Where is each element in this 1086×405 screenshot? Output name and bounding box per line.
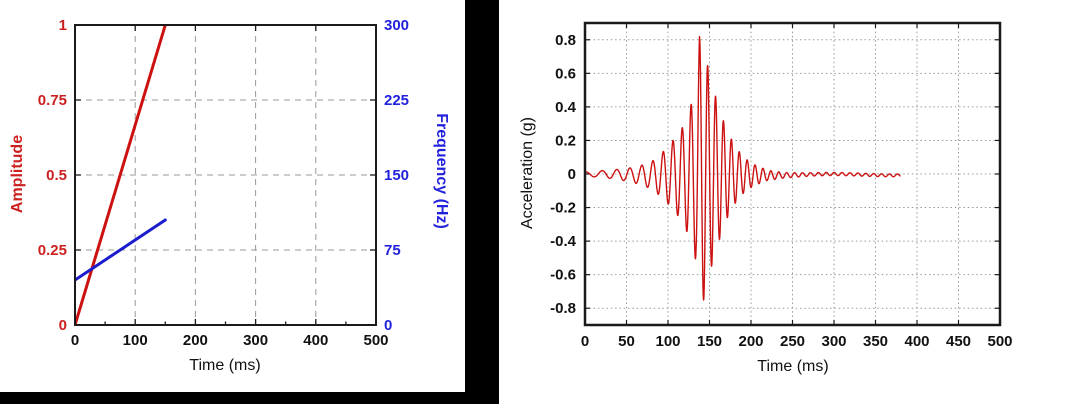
acceleration-tick-label: 0 bbox=[568, 166, 576, 183]
right-x-tick-label: 400 bbox=[904, 333, 929, 350]
right-x-tick-label: 350 bbox=[863, 333, 888, 350]
right-x-tick-label: 200 bbox=[738, 333, 763, 350]
right-x-tick-label: 150 bbox=[697, 333, 722, 350]
right-x-tick-label: 450 bbox=[946, 333, 971, 350]
frequency-tick-label: 150 bbox=[384, 167, 409, 184]
acceleration-tick-label: 0.2 bbox=[555, 132, 576, 149]
amplitude-tick-label: 0.5 bbox=[46, 167, 67, 184]
left-x-tick-label: 200 bbox=[183, 332, 208, 349]
acceleration-plot: 0.8 0.6 0.4 0.2 0 -0.2 -0.4 -0.6 -0.8 0 50 100 150 20… bbox=[550, 21, 1013, 350]
acceleration-tick-label: 0.6 bbox=[555, 65, 576, 82]
right-x-tick-label: 50 bbox=[618, 333, 635, 350]
acceleration-chart: 0.8 0.6 0.4 0.2 0 -0.2 -0.4 -0.6 -0.8 0 50 100 150 20… bbox=[500, 0, 1086, 405]
acceleration-tick-label: 0.8 bbox=[555, 32, 576, 49]
acceleration-tick-label: -0.8 bbox=[550, 300, 576, 317]
frequency-line bbox=[75, 218, 167, 282]
amplitude-tick-label: 0 bbox=[59, 317, 67, 334]
left-x-tick-label: 400 bbox=[303, 332, 328, 349]
left-x-tick-label: 0 bbox=[71, 332, 79, 349]
right-x-tick-label: 0 bbox=[581, 333, 589, 350]
sweep-profile-plot: 0 0.25 0.5 0.75 1 0 75 150 225 300 0 100 200 300 400 50… bbox=[38, 17, 409, 349]
right-x-tick-label: 300 bbox=[821, 333, 846, 350]
left-x-tick-label: 300 bbox=[243, 332, 268, 349]
acceleration-tick-label: -0.4 bbox=[550, 233, 577, 250]
frequency-tick-label: 75 bbox=[384, 242, 401, 259]
acceleration-tick-label: -0.2 bbox=[550, 200, 576, 217]
frequency-tick-label: 0 bbox=[384, 317, 392, 334]
frequency-tick-label: 225 bbox=[384, 92, 409, 109]
left-x-tick-label: 100 bbox=[123, 332, 148, 349]
left-x-tick-label: 500 bbox=[363, 332, 388, 349]
amplitude-tick-label: 0.25 bbox=[38, 242, 67, 259]
acceleration-waveform bbox=[584, 35, 901, 301]
sweep-profile-chart: 0 0.25 0.5 0.75 1 0 75 150 225 300 0 100 200 300 400 50… bbox=[0, 0, 465, 392]
right-plot-frame bbox=[583, 21, 1002, 327]
amplitude-tick-label: 0.75 bbox=[38, 92, 67, 109]
left-gridlines bbox=[75, 25, 376, 325]
amplitude-line bbox=[75, 25, 167, 325]
amplitude-tick-label: 1 bbox=[59, 17, 67, 34]
acceleration-tick-label: -0.6 bbox=[550, 267, 576, 284]
right-x-tick-label: 250 bbox=[780, 333, 805, 350]
right-x-tick-label: 100 bbox=[655, 333, 680, 350]
acceleration-tick-label: 0.4 bbox=[555, 99, 577, 116]
right-x-tick-label: 500 bbox=[987, 333, 1012, 350]
left-plot-frame bbox=[74, 24, 377, 326]
frequency-tick-label: 300 bbox=[384, 17, 409, 34]
